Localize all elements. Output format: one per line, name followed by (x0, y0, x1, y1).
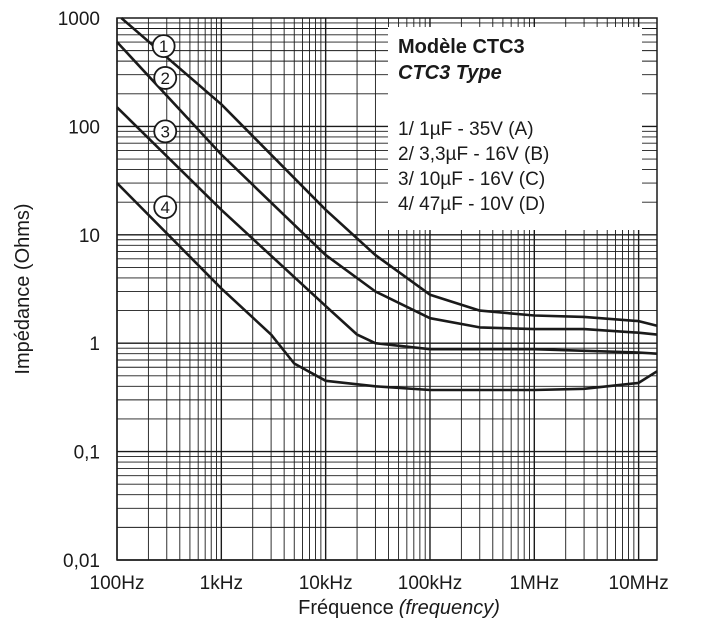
x-tick-label: 10kHz (299, 573, 353, 594)
x-tick-label: 1MHz (509, 573, 559, 594)
y-tick-label: 0,01 (63, 551, 100, 572)
curve-marker-label-2: 2 (161, 69, 170, 88)
curve-marker-circle-4 (153, 195, 178, 220)
y-tick-label: 1 (89, 334, 100, 355)
legend-item-b: 2/ 3,3µF - 16V (B) (398, 144, 549, 165)
curve-marker-label-1: 1 (159, 37, 168, 56)
curve-marker-label-3: 3 (161, 122, 170, 141)
curve-markers: 1 2 3 4 (151, 34, 178, 220)
y-axis-label: Impédance (Ohms) (12, 203, 34, 374)
impedance-curve-4 (116, 182, 658, 392)
x-tick-label: 100Hz (90, 573, 145, 594)
x-axis-label-italic: (frequency) (399, 597, 500, 619)
x-tick-label: 100kHz (398, 573, 462, 594)
grid (116, 18, 657, 561)
y-tick-label: 1000 (58, 9, 100, 30)
y-tick-label: 0,1 (74, 443, 100, 464)
legend-background (388, 27, 642, 230)
y-tick-labels: 0,01 0,1 1 10 100 1000 (58, 9, 100, 572)
x-axis-label-main: Fréquence (298, 597, 394, 619)
legend-subtitle: CTC3 Type (398, 62, 502, 84)
curve-marker-label-4: 4 (161, 198, 170, 217)
legend-title: Modèle CTC3 (398, 36, 525, 58)
plot-frame (116, 17, 658, 561)
impedance-curve-1 (120, 17, 658, 327)
y-tick-label: 10 (79, 226, 100, 247)
curve-marker-circle-3 (153, 119, 178, 144)
x-axis-label: Fréquence (frequency) (298, 597, 500, 619)
legend-item-a: 1/ 1µF - 35V (A) (398, 119, 534, 140)
legend: Modèle CTC3 CTC3 Type 1/ 1µF - 35V (A) 2… (388, 27, 642, 230)
curves (116, 17, 658, 392)
curve-marker-circle-2 (153, 66, 178, 90)
x-tick-label: 1kHz (200, 573, 243, 594)
impedance-curve-2 (116, 41, 658, 336)
x-tick-label: 10MHz (609, 573, 669, 594)
curve-marker-circle-1 (151, 34, 176, 59)
x-tick-labels: 100Hz 1kHz 10kHz 100kHz 1MHz 10MHz (90, 573, 669, 594)
legend-item-c: 3/ 10µF - 16V (C) (398, 169, 545, 190)
impedance-curve-3 (116, 106, 658, 355)
legend-item-d: 4/ 47µF - 10V (D) (398, 194, 545, 215)
y-tick-label: 100 (68, 117, 100, 138)
